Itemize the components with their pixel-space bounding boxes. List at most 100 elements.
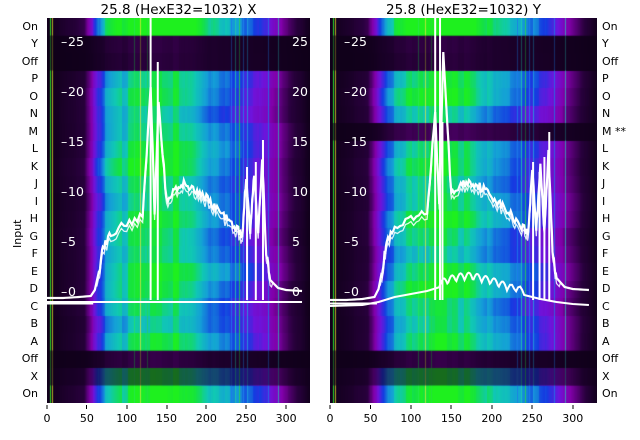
- y-tick-label: –5: [344, 234, 359, 249]
- category-label: K: [602, 159, 610, 173]
- x-tick-label: 300: [562, 405, 583, 425]
- category-label: F: [602, 247, 609, 261]
- x-tick-label: 200: [196, 405, 217, 425]
- heatmap-panel-y[interactable]: [330, 18, 597, 403]
- y-tick-label: –0: [61, 284, 76, 299]
- y-tick-label-edge: 0: [292, 284, 300, 299]
- x-tick-mark: [166, 405, 168, 409]
- category-label: X: [30, 369, 38, 383]
- heatmap-panel-x[interactable]: [47, 18, 310, 403]
- heatmap-image-x: [47, 18, 310, 403]
- y-tick-label: –0: [344, 284, 359, 299]
- x-tick-label: 250: [236, 405, 257, 425]
- y-tick-label: –10: [344, 184, 367, 199]
- x-tick-label: 0: [327, 405, 334, 425]
- category-label: On: [22, 19, 38, 33]
- category-label: N: [29, 107, 38, 121]
- x-tick-label: 150: [441, 405, 462, 425]
- x-axis-x-panel: 0 50 100 150 200 250 300: [0, 405, 640, 435]
- x-tick-mark: [86, 405, 88, 409]
- spectrum-trace-y: [330, 18, 597, 403]
- category-label: N: [602, 107, 611, 121]
- category-label: Off: [602, 54, 619, 68]
- category-label: E: [602, 264, 609, 278]
- y-tick-label: –10: [61, 184, 84, 199]
- y-tick-label: –25: [61, 34, 84, 49]
- x-tick-mark: [572, 405, 574, 409]
- category-label: J: [602, 177, 606, 191]
- category-label: G: [602, 229, 611, 243]
- x-tick-mark: [245, 405, 247, 409]
- y-tick-label-edge: 20: [292, 84, 308, 99]
- spectrum-envelope-secondary: [330, 58, 589, 301]
- category-label: M: [28, 124, 39, 138]
- y-tick-label-edge: 5: [292, 234, 300, 249]
- y-tick-label-edge: 25: [292, 34, 308, 49]
- category-label: O: [602, 89, 611, 103]
- category-label: H: [602, 212, 611, 226]
- category-label: M **: [602, 124, 626, 138]
- category-label: C: [602, 299, 610, 313]
- x-tick-mark: [531, 405, 533, 409]
- x-axis-y-panel: 0 50 100 150 200 250 300: [0, 405, 640, 435]
- panel-title-x: 25.8 (HexE32=1032) X: [100, 2, 257, 18]
- category-label: A: [30, 334, 38, 348]
- x-tick-label: 250: [522, 405, 543, 425]
- y-tick-label-edge: 15: [292, 134, 308, 149]
- y-tick-label: –15: [344, 134, 367, 149]
- x-tick-label: 150: [156, 405, 177, 425]
- x-tick-mark: [410, 405, 412, 409]
- category-label: E: [31, 264, 38, 278]
- spectrum-envelope-secondary: [47, 93, 302, 299]
- y-tick-label: –20: [61, 84, 84, 99]
- category-label: B: [602, 317, 610, 331]
- category-label: D: [29, 282, 38, 296]
- x-tick-mark: [491, 405, 493, 409]
- panel-title-y: 25.8 (HexE32=1032) Y: [385, 2, 541, 18]
- category-label: F: [31, 247, 38, 261]
- x-tick-mark: [46, 405, 48, 409]
- category-label: J: [34, 177, 38, 191]
- x-tick-mark: [205, 405, 207, 409]
- left-category-labels: On Y Off P O N M L K J I H G F E D C B A Off X On: [0, 0, 42, 440]
- category-label: C: [30, 299, 38, 313]
- category-label: A: [602, 334, 610, 348]
- category-label: P: [602, 72, 609, 86]
- category-label: Y: [31, 37, 38, 51]
- y-tick-label-edge: 10: [292, 184, 308, 199]
- category-label: X: [602, 369, 610, 383]
- y-tick-label: –25: [344, 34, 367, 49]
- category-label: I: [602, 194, 606, 208]
- x-tick-label: 100: [400, 405, 421, 425]
- category-label: L: [31, 142, 38, 156]
- y-tick-label: –5: [61, 234, 76, 249]
- category-label: Off: [602, 352, 619, 366]
- x-tick-mark: [285, 405, 287, 409]
- x-tick-label: 300: [276, 405, 297, 425]
- x-tick-label: 100: [116, 405, 137, 425]
- category-label: G: [29, 229, 38, 243]
- category-label: P: [31, 72, 38, 86]
- baseline-trace: [330, 273, 589, 306]
- y-tick-label: –20: [344, 84, 367, 99]
- category-label: K: [30, 159, 38, 173]
- y-tick-label: –15: [61, 134, 84, 149]
- spectrum-trace-x: [47, 18, 310, 403]
- category-label: On: [22, 387, 38, 401]
- x-tick-label: 0: [44, 405, 51, 425]
- category-label: Off: [21, 352, 38, 366]
- category-label: I: [34, 194, 38, 208]
- x-tick-mark: [126, 405, 128, 409]
- category-label: B: [30, 317, 38, 331]
- right-category-labels: On Y Off P O N M ** L K J I H G F E D C B A Off X On: [602, 0, 640, 440]
- category-label: On: [602, 387, 618, 401]
- x-tick-mark: [369, 405, 371, 409]
- x-tick-label: 50: [363, 405, 377, 425]
- category-label: O: [29, 89, 38, 103]
- x-tick-label: 200: [481, 405, 502, 425]
- x-tick-mark: [329, 405, 331, 409]
- category-label: L: [602, 142, 609, 156]
- category-label: Off: [21, 54, 38, 68]
- category-label: H: [29, 212, 38, 226]
- x-tick-mark: [450, 405, 452, 409]
